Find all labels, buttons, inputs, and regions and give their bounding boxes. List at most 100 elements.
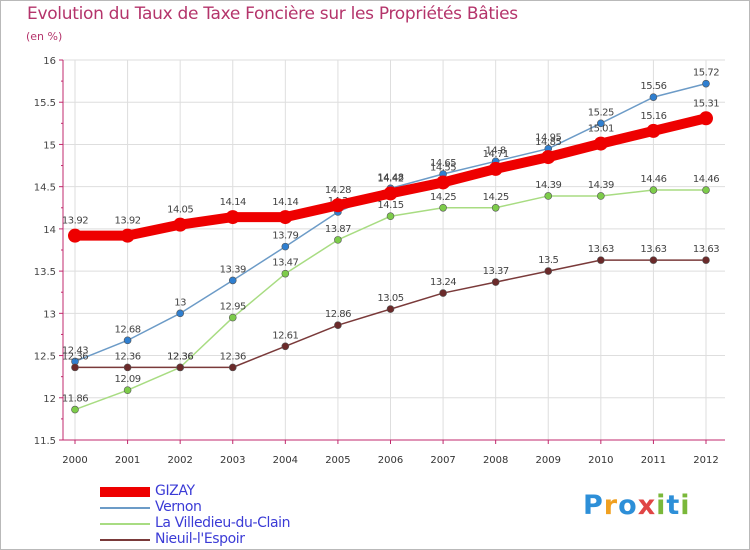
chart-title: Evolution du Taux de Taxe Foncière sur l… [27, 4, 518, 24]
data-label-gizay: 14.14 [272, 197, 298, 208]
logo-letter: i [680, 490, 691, 521]
legend-label-vernon: Vernon [155, 499, 202, 515]
data-label-nieuil-l-espoir: 13.37 [483, 266, 509, 277]
data-label-nieuil-l-espoir: 12.36 [220, 351, 246, 362]
y-tick-label: 14 [43, 225, 56, 236]
data-point-gizay [541, 150, 556, 165]
data-label-gizay: 14.85 [535, 137, 561, 148]
y-tick-label: 15 [43, 140, 56, 151]
data-point-gizay [68, 228, 82, 243]
data-point-nieuil-l-espoir [597, 256, 605, 264]
data-point-vernon [123, 336, 132, 345]
data-label-nieuil-l-espoir: 13.63 [640, 244, 666, 255]
data-point-nieuil-l-espoir [228, 363, 237, 372]
data-point-nieuil-l-espoir [439, 289, 447, 297]
data-label-gizay: 14.71 [483, 149, 509, 160]
data-label-la-villedieu-du-clain: 14.25 [430, 192, 456, 203]
y-tick-label: 12.5 [34, 352, 56, 363]
data-point-gizay [173, 217, 188, 232]
data-label-nieuil-l-espoir: 12.36 [115, 351, 141, 362]
data-label-vernon: 15.56 [640, 81, 666, 92]
y-tick-label: 13.5 [34, 267, 56, 278]
data-point-nieuil-l-espoir [334, 321, 342, 329]
data-label-nieuil-l-espoir: 12.36 [62, 351, 88, 362]
data-label-vernon: 12.68 [115, 324, 141, 335]
data-point-gizay [120, 228, 135, 243]
x-tick-label: 2009 [536, 455, 561, 466]
data-point-nieuil-l-espoir [544, 267, 553, 275]
data-point-gizay [699, 111, 713, 126]
data-label-vernon: 12.43 [62, 345, 88, 356]
x-tick-label: 2012 [693, 455, 718, 466]
data-point-la-villedieu-du-clain [281, 269, 290, 278]
data-label-la-villedieu-du-clain: 13.47 [272, 258, 298, 269]
data-point-nieuil-l-espoir [491, 278, 500, 286]
data-point-gizay [225, 210, 240, 225]
y-tick-label: 16 [43, 56, 56, 67]
data-label-vernon: 15.72 [693, 68, 719, 79]
data-label-gizay: 14.14 [220, 197, 246, 208]
logo-letter: o [618, 490, 638, 521]
data-point-nieuil-l-espoir [386, 305, 395, 313]
data-label-gizay: 14.42 [377, 173, 403, 184]
data-label-vernon: 13 [174, 297, 186, 308]
data-label-nieuil-l-espoir: 13.63 [588, 244, 614, 255]
data-point-nieuil-l-espoir [281, 342, 290, 351]
x-tick-label: 2007 [430, 455, 455, 466]
data-label-vernon: 15.25 [588, 107, 614, 118]
data-point-vernon [702, 79, 710, 88]
data-point-nieuil-l-espoir [123, 363, 132, 372]
data-point-gizay [593, 136, 608, 151]
data-label-la-villedieu-du-clain: 13.87 [325, 224, 351, 235]
data-label-la-villedieu-du-clain: 14.46 [693, 174, 719, 185]
data-label-gizay: 14.28 [325, 185, 351, 196]
data-label-la-villedieu-du-clain: 12.36 [167, 351, 193, 362]
data-label-la-villedieu-du-clain: 14.39 [535, 180, 561, 191]
data-label-nieuil-l-espoir: 13.05 [377, 293, 403, 304]
data-label-nieuil-l-espoir: 12.86 [325, 309, 351, 320]
data-label-nieuil-l-espoir: 13.63 [693, 244, 719, 255]
data-point-vernon [649, 93, 658, 101]
y-tick-label: 12 [43, 394, 56, 405]
legend-swatch-la-villedieu-du-clain [100, 523, 150, 525]
data-label-gizay: 14.55 [430, 162, 456, 173]
legend-label-nieuil-l-espoir: Nieuil-l'Espoir [155, 531, 245, 547]
data-point-la-villedieu-du-clain [597, 192, 605, 200]
data-label-gizay: 15.16 [640, 111, 666, 122]
data-point-gizay [436, 175, 451, 190]
data-point-gizay [278, 210, 293, 225]
data-label-vernon: 14.95 [535, 133, 561, 144]
x-tick-label: 2006 [378, 455, 403, 466]
data-point-vernon [176, 309, 184, 318]
data-label-vernon: 13.79 [272, 231, 298, 242]
x-tick-label: 2000 [62, 455, 87, 466]
data-point-gizay [646, 123, 661, 138]
x-tick-label: 2001 [115, 455, 140, 466]
data-point-la-villedieu-du-clain [386, 212, 395, 221]
data-point-la-villedieu-du-clain [702, 186, 710, 194]
data-label-gizay: 15.31 [693, 98, 719, 109]
legend-swatch-gizay [100, 487, 150, 497]
data-label-la-villedieu-du-clain: 12.95 [220, 302, 246, 313]
data-label-la-villedieu-du-clain: 12.09 [115, 374, 141, 385]
data-label-vernon: 14.48 [377, 172, 403, 183]
data-label-la-villedieu-du-clain: 14.15 [377, 200, 403, 211]
data-label-nieuil-l-espoir: 13.24 [430, 277, 456, 288]
x-tick-label: 2002 [167, 455, 192, 466]
logo-letter: i [656, 490, 667, 521]
data-point-nieuil-l-espoir [702, 256, 710, 264]
proxiti-logo: Proxiti [583, 490, 691, 521]
x-tick-label: 2011 [641, 455, 666, 466]
data-point-vernon [228, 276, 237, 285]
data-point-vernon [281, 242, 290, 251]
legend-label-gizay: GIZAY [155, 483, 195, 499]
y-tick-label: 13 [43, 309, 56, 320]
data-label-gizay: 13.92 [62, 216, 88, 227]
data-point-la-villedieu-du-clain [491, 203, 500, 212]
x-tick-label: 2004 [273, 455, 298, 466]
data-label-vernon: 14.65 [430, 158, 456, 169]
data-label-la-villedieu-du-clain: 14.25 [483, 192, 509, 203]
legend-swatch-vernon [100, 507, 150, 509]
data-point-la-villedieu-du-clain [71, 405, 79, 414]
